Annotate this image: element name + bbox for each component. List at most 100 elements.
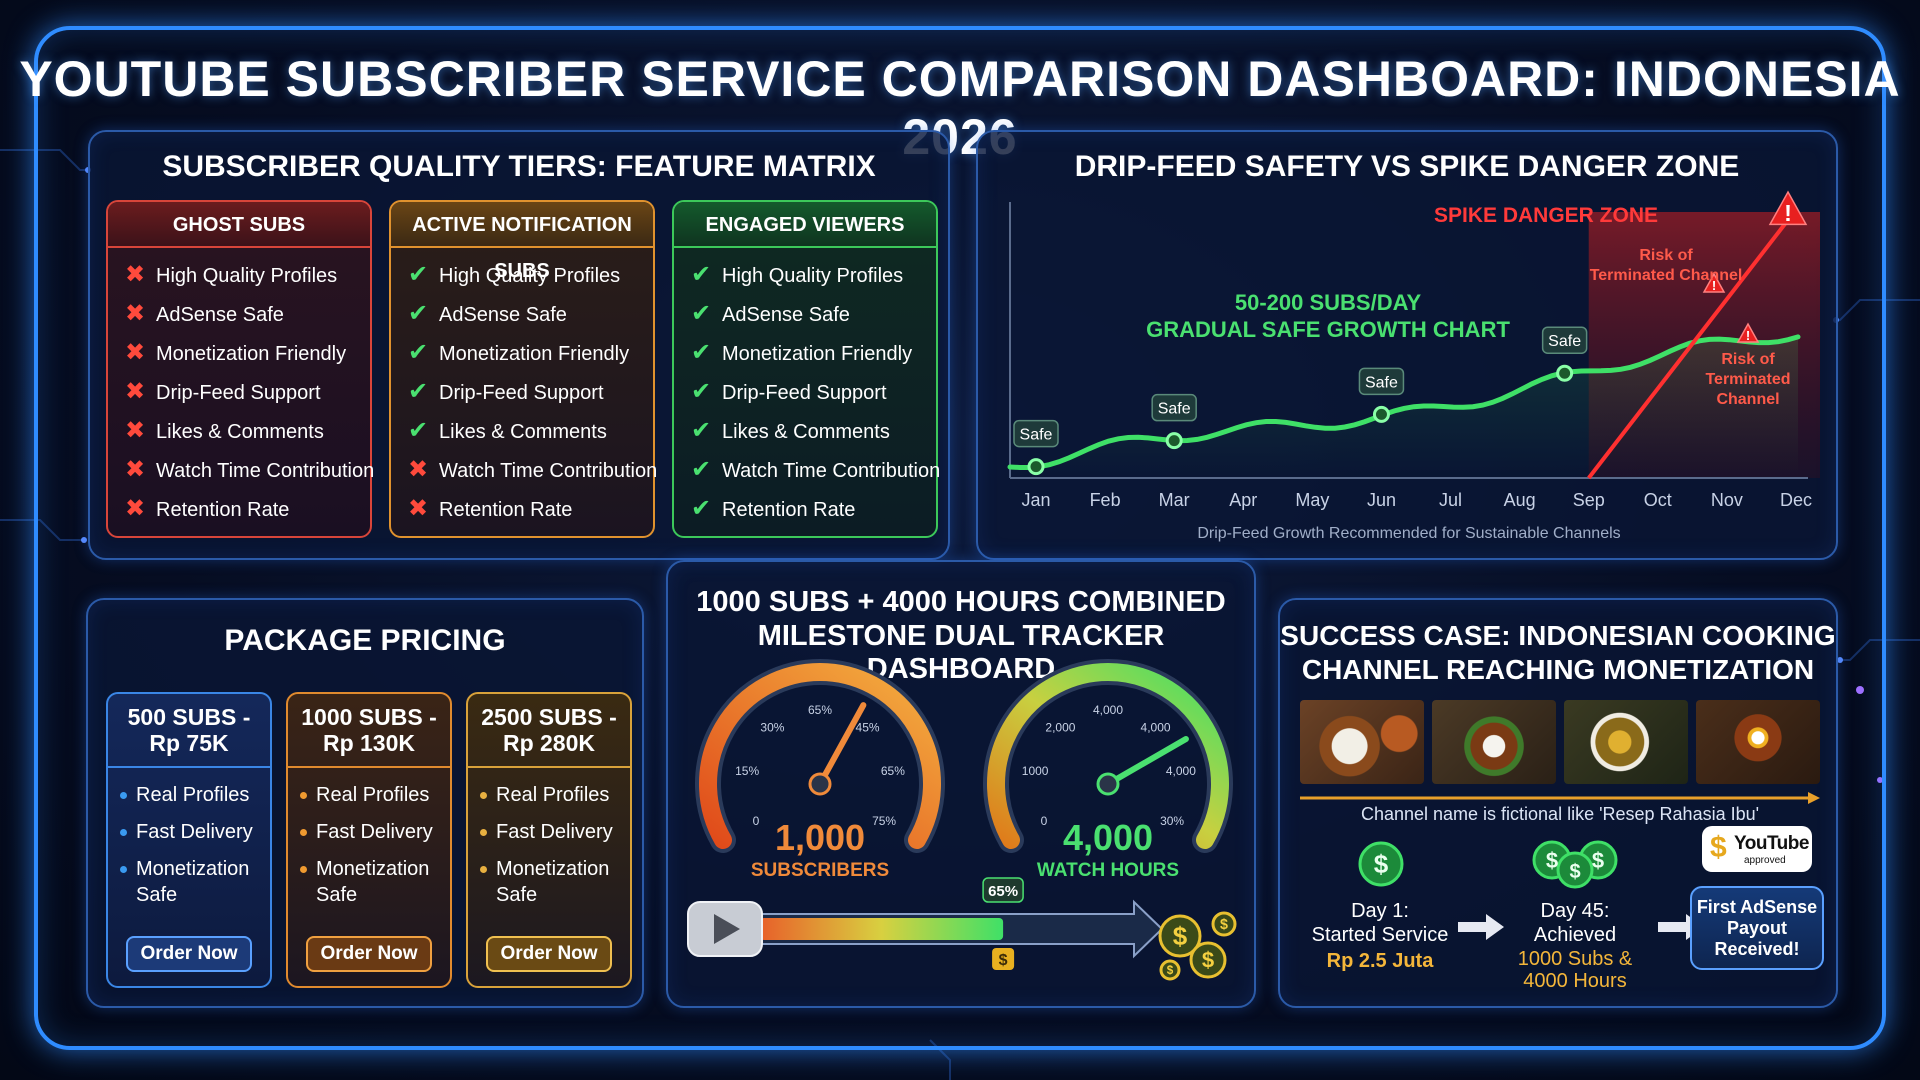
feature-label: Retention Rate <box>439 499 573 521</box>
check-icon: ✔ <box>690 378 712 405</box>
feature-label: Likes & Comments <box>439 421 607 443</box>
safe-label-line1: 50-200 SUBS/DAY <box>1235 290 1422 315</box>
package-features: Real Profiles Fast Delivery Monetization S… <box>468 768 630 908</box>
svg-text:$: $ <box>1173 921 1188 951</box>
order-now-button[interactable]: Order Now <box>486 936 612 972</box>
cross-icon: ✖ <box>124 339 146 366</box>
feature-label: High Quality Profiles <box>722 265 904 287</box>
payout-line2: Payout <box>1726 918 1787 938</box>
month-tick-label: Sep <box>1573 490 1605 510</box>
feature-row: ✔ AdSense Safe <box>688 299 850 329</box>
feature-row: ✔ Drip-Feed Support <box>688 377 887 407</box>
risk-label-1a: Risk of <box>1639 247 1693 264</box>
step2-desc: Achieved <box>1533 924 1617 946</box>
order-now-button[interactable]: Order Now <box>126 936 252 972</box>
feature-label: Watch Time Contribution <box>722 460 941 482</box>
step1-desc: Started Service <box>1311 924 1449 946</box>
feature-row: ✔ High Quality Profiles <box>688 260 903 290</box>
gauge-needle <box>1105 736 1189 787</box>
svg-text:$: $ <box>1569 861 1580 883</box>
tracker-title-line1: 1000 SUBS + 4000 HOURS COMBINED <box>696 586 1226 618</box>
safe-marker-label: Safe <box>1020 427 1053 444</box>
safe-marker: Safe <box>1541 326 1588 382</box>
package-name: 500 SUBS - Rp 75K <box>108 694 270 768</box>
month-tick-label: Jul <box>1439 490 1462 510</box>
step1-day: Day 1: <box>1351 900 1409 922</box>
package-qty: 1000 SUBS - <box>301 704 437 730</box>
svg-text:$: $ <box>1220 917 1228 933</box>
feature-row: ✔ Monetization Friendly <box>688 338 912 368</box>
package-feature: Real Profiles <box>478 782 630 808</box>
check-icon: ✔ <box>407 339 429 366</box>
package-features: Real Profiles Fast Delivery Monetization S… <box>288 768 450 908</box>
cross-icon: ✖ <box>124 261 146 288</box>
month-tick-label: Apr <box>1229 490 1257 510</box>
package-name: 1000 SUBS - Rp 130K <box>288 694 450 768</box>
gauge-tick-label: 4,000 <box>1141 720 1171 734</box>
gauge-tick-label: 4,000 <box>1093 703 1123 717</box>
step2-day: Day 45: <box>1540 900 1610 922</box>
dollar-icon: $ <box>1710 831 1727 864</box>
month-tick-label: Jan <box>1021 490 1050 510</box>
dashboard-frame <box>34 26 1886 1050</box>
milestone-progress-bar: 65% $ <box>759 877 1164 970</box>
feature-row: ✖ Retention Rate <box>122 494 289 524</box>
package-feature: Fast Delivery <box>118 819 270 845</box>
success-title-line2: CHANNEL REACHING MONETIZATION <box>1301 654 1815 685</box>
feature-label: Likes & Comments <box>722 421 890 443</box>
safe-marker: Safe <box>1151 393 1197 450</box>
youtube-badge-sub: approved <box>1744 855 1786 866</box>
tier-card-2: ACTIVE NOTIFICATION SUBS ✔ High Quality Pr… <box>389 200 657 538</box>
success-case-panel: SUCCESS CASE: INDONESIAN COOKING CHANNEL… <box>1278 598 1838 1008</box>
feature-label: Drip-Feed Support <box>439 382 604 404</box>
dollar-tag-icon: $ <box>992 948 1015 970</box>
feature-row: ✖ AdSense Safe <box>122 299 284 329</box>
step2-hours: 4000 Hours <box>1523 970 1627 992</box>
gauge-tick-label: 30% <box>1160 814 1184 828</box>
spike-danger-line <box>1587 218 1790 480</box>
package-feature: Fast Delivery <box>478 819 630 845</box>
month-tick-label: Oct <box>1644 490 1672 510</box>
gauge-tick-label: 2,000 <box>1045 720 1075 734</box>
play-button-icon <box>687 901 763 957</box>
dollar-coin-icon: $ $ $ $ <box>1158 911 1237 981</box>
feature-label: Drip-Feed Support <box>156 382 321 404</box>
warning-icon: ! <box>1736 322 1760 343</box>
risk-label-1b: Terminated Channel <box>1590 267 1743 284</box>
pricing-title: PACKAGE PRICING <box>224 624 506 657</box>
food-photo-4 <box>1696 700 1820 784</box>
step2-coins-icon: $ $ $ <box>1532 840 1618 889</box>
feature-row: ✖ Likes & Comments <box>122 416 324 446</box>
order-now-button[interactable]: Order Now <box>306 936 432 972</box>
package-feature: Fast Delivery <box>298 819 450 845</box>
food-photo-3 <box>1564 700 1688 784</box>
growth-chart-panel: DRIP-FEED SAFETY VS SPIKE DANGER ZONE Sa… <box>976 130 1838 560</box>
feature-row: ✔ Retention Rate <box>688 494 855 524</box>
cross-icon: ✖ <box>124 300 146 327</box>
gauge-tick-label: 1000 <box>1022 764 1049 778</box>
feature-label: Retention Rate <box>156 499 290 521</box>
svg-text:$: $ <box>1374 849 1389 879</box>
gauge-tick-label: 0 <box>1041 814 1048 828</box>
gauge-tick-label: 0 <box>753 814 760 828</box>
feature-row: ✖ Watch Time Contribution <box>122 455 374 485</box>
youtube-badge-brand: YouTube <box>1734 833 1809 854</box>
safe-marker-label: Safe <box>1548 333 1581 350</box>
package-price: Rp 280K <box>502 730 596 756</box>
step1-dollar-icon: $ <box>1358 841 1404 887</box>
tracker-title-line2: MILESTONE DUAL TRACKER DASHBOARD <box>757 620 1165 685</box>
svg-text:!: ! <box>1746 328 1750 343</box>
package-qty: 500 SUBS - <box>127 704 251 730</box>
feature-row: ✔ Watch Time Contribution <box>688 455 940 485</box>
feature-label: AdSense Safe <box>439 304 567 326</box>
tier-name: ENGAGED VIEWERS <box>674 202 936 248</box>
package-qty: 2500 SUBS - <box>481 704 617 730</box>
svg-text:!: ! <box>1712 278 1716 293</box>
feature-label: Monetization Friendly <box>439 343 630 365</box>
progress-fill <box>760 918 1004 940</box>
feature-row: ✔ Monetization Friendly <box>405 338 629 368</box>
feature-row: ✖ Monetization Friendly <box>122 338 346 368</box>
